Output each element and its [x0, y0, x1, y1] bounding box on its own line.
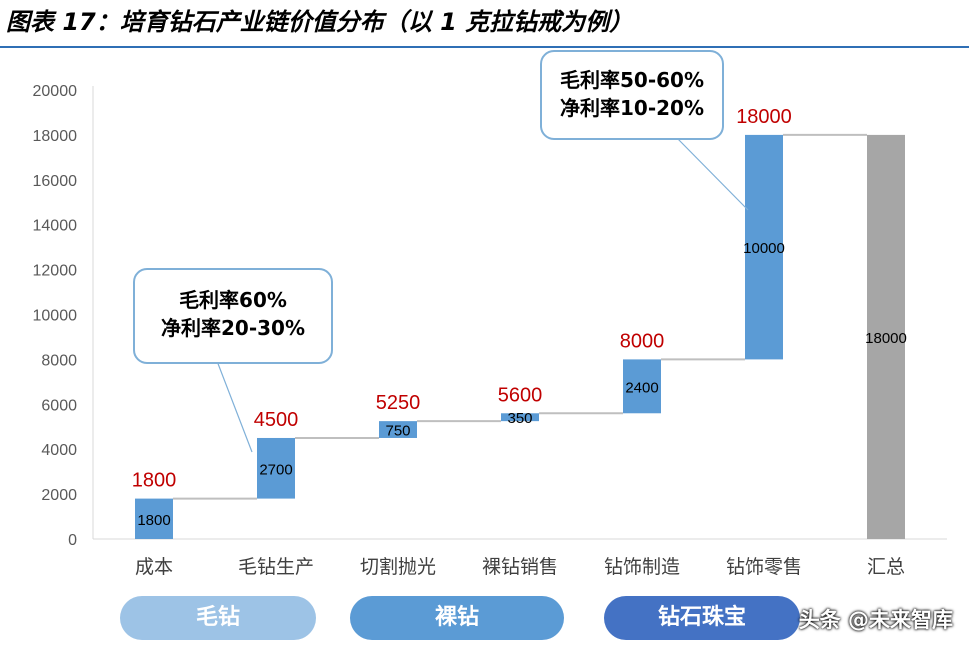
x-category-label: 汇总 [867, 556, 905, 578]
y-tick-label: 10000 [33, 308, 78, 325]
x-category-label: 钻饰零售 [726, 556, 802, 578]
bar-3 [501, 413, 539, 422]
bar-5 [745, 134, 783, 360]
watermark: 头条 @未来智库 [798, 608, 953, 632]
bar-value-label: 10000 [743, 240, 785, 257]
cumulative-label: 5600 [498, 384, 543, 406]
callout-net-margin: 净利率20-30% [160, 316, 305, 340]
segment-diamond-jewelry: 钻石珠宝 [604, 596, 800, 640]
cumulative-label: 4500 [254, 409, 299, 431]
y-tick-label: 16000 [33, 173, 78, 190]
bar-6 [867, 134, 905, 539]
y-tick-label: 14000 [33, 218, 78, 235]
cumulative-label: 1800 [132, 470, 177, 492]
callout-gross-margin: 毛利率60% [179, 288, 287, 312]
bar-2 [379, 421, 417, 438]
y-tick-label: 2000 [41, 487, 77, 504]
y-tick-label: 4000 [41, 442, 77, 459]
bar-value-label: 2400 [625, 379, 658, 396]
callout-gross-margin: 毛利率50-60% [559, 68, 704, 92]
y-tick-label: 20000 [33, 83, 78, 100]
segment-rough-diamond: 毛钻 [120, 596, 316, 640]
y-tick-label: 0 [68, 532, 77, 549]
page-title: 图表 17：培育钻石产业链价值分布（以 1 克拉钻戒为例） [6, 8, 634, 36]
x-category-label: 裸钻销售 [482, 556, 558, 578]
x-category-label: 切割抛光 [360, 556, 436, 578]
y-tick-label: 8000 [41, 352, 77, 369]
segment-polished-diamond: 裸钻 [350, 596, 564, 640]
cumulative-label: 8000 [620, 330, 665, 352]
bar-value-label: 750 [385, 423, 410, 440]
x-category-label: 毛钻生产 [238, 556, 314, 578]
callout-pointer [675, 136, 749, 211]
y-tick-label: 12000 [33, 263, 78, 280]
bar-0 [135, 498, 173, 539]
callout-pointer [216, 360, 253, 453]
y-tick-label: 6000 [41, 397, 77, 414]
bar-1 [257, 437, 295, 499]
bar-value-label: 18000 [865, 330, 907, 347]
bar-value-label: 350 [507, 410, 532, 427]
x-category-label: 钻饰制造 [604, 556, 680, 578]
callout-net-margin: 净利率10-20% [559, 96, 704, 120]
cumulative-label: 18000 [736, 106, 792, 128]
x-category-label: 成本 [135, 556, 173, 578]
bar-value-label: 2700 [259, 461, 292, 478]
callout-margin-retail: 毛利率50-60% 净利率10-20% [540, 50, 724, 140]
cumulative-label: 5250 [376, 392, 421, 414]
y-tick-label: 18000 [33, 128, 78, 145]
bar-value-label: 1800 [137, 512, 170, 529]
bar-4 [623, 359, 661, 414]
callout-margin-rough: 毛利率60% 净利率20-30% [133, 268, 333, 364]
title-rule [0, 46, 969, 48]
